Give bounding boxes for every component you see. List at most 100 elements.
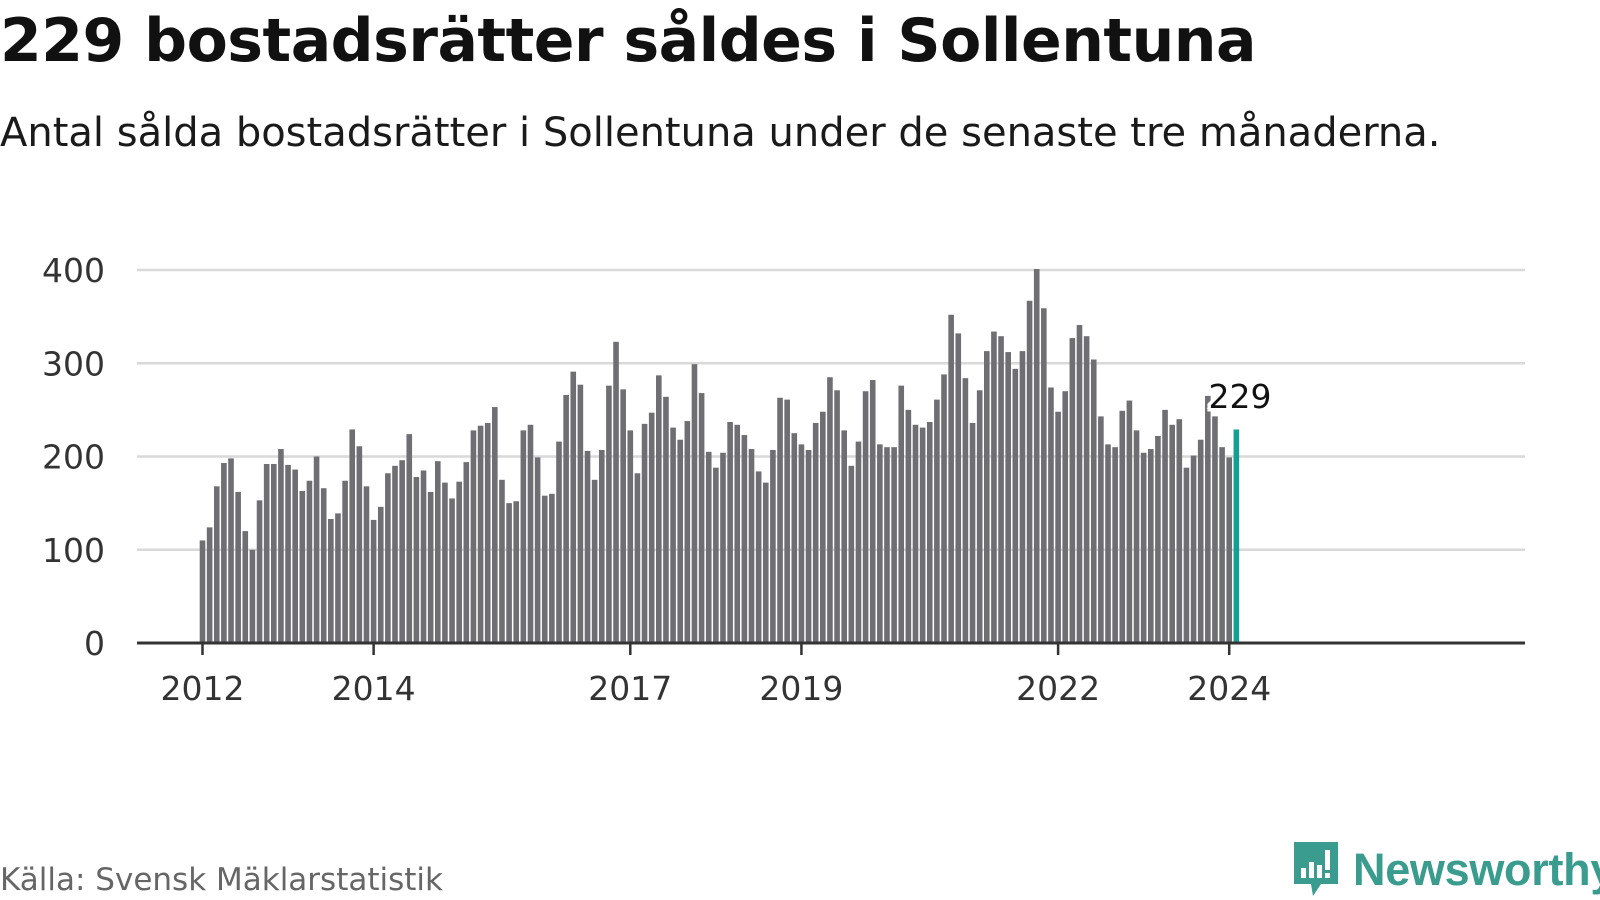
bar (271, 463, 277, 643)
bar (684, 421, 691, 643)
bar (663, 396, 669, 643)
bar (898, 385, 905, 643)
bar (805, 449, 812, 643)
bar (363, 486, 370, 643)
bar (948, 314, 954, 643)
bar (1026, 300, 1033, 643)
bar (1126, 400, 1133, 643)
bar (584, 450, 591, 643)
bar (1205, 395, 1211, 643)
bar (1112, 447, 1118, 643)
bar-chart: 0 100 200 300 400 2012 2014 2017 2019 2022 2024 2… (42, 251, 1525, 708)
x-tick-label: 2024 (1187, 669, 1271, 708)
bar (670, 427, 676, 643)
bar (356, 446, 363, 643)
bar (313, 456, 320, 643)
bar (891, 447, 897, 643)
bar (413, 477, 420, 643)
bar (221, 463, 227, 643)
bar (1176, 419, 1183, 643)
brand-logo[interactable]: Newsworthy (1291, 840, 1600, 900)
bar (1219, 447, 1225, 643)
bar (449, 498, 455, 643)
bar (349, 429, 356, 643)
bar (741, 435, 748, 643)
bar (691, 364, 698, 643)
bar (470, 430, 477, 643)
bar (777, 397, 783, 643)
brand-name: Newsworthy (1353, 844, 1600, 895)
bar (249, 549, 256, 643)
bar (926, 421, 933, 643)
bar (1019, 351, 1026, 643)
bar-series (199, 269, 1240, 643)
bar (199, 540, 206, 643)
bar (506, 503, 512, 643)
bar (399, 460, 405, 643)
y-tick-label: 100 (42, 531, 105, 570)
bar (1069, 338, 1076, 643)
bar (320, 488, 327, 643)
bar (727, 421, 733, 643)
bar (549, 493, 555, 643)
bar (1140, 452, 1147, 643)
bar (784, 399, 790, 643)
bar (606, 385, 612, 643)
bar (1048, 387, 1054, 643)
bar (1083, 336, 1090, 643)
bar (342, 480, 348, 643)
bar (677, 439, 684, 643)
bar (541, 495, 548, 643)
bar (641, 423, 648, 643)
bar (598, 449, 605, 643)
bar (434, 461, 441, 643)
bar (285, 464, 291, 643)
bar (634, 473, 641, 643)
bar (534, 457, 541, 643)
bar (1005, 352, 1011, 643)
bar (1197, 439, 1204, 643)
bar (934, 399, 940, 643)
bar (762, 482, 769, 643)
bar (556, 441, 562, 643)
bar (477, 425, 484, 643)
bar (798, 444, 805, 643)
bar (392, 465, 398, 643)
bar (463, 462, 470, 643)
bar (791, 433, 798, 643)
bar (648, 412, 655, 643)
bar (377, 506, 384, 643)
bar (442, 482, 448, 643)
chart-subtitle: Antal sålda bostadsrätter i Sollentuna u… (0, 110, 1441, 156)
bar (499, 479, 505, 643)
bar (998, 336, 1004, 643)
bar (827, 377, 833, 643)
bar (812, 422, 819, 643)
bar (492, 407, 498, 643)
bar (627, 430, 634, 643)
bar (591, 479, 598, 643)
x-axis: 2012 2014 2017 2019 2022 2024 (137, 641, 1525, 708)
bar (1133, 430, 1140, 643)
bar (328, 518, 334, 643)
bar (1062, 391, 1069, 643)
bar (1162, 409, 1168, 643)
bar (370, 519, 377, 643)
bar (292, 469, 298, 643)
bar (1090, 359, 1097, 643)
bar (385, 473, 391, 643)
bar (1183, 467, 1190, 643)
bar (748, 449, 755, 643)
bar (228, 458, 234, 643)
bar (1226, 457, 1233, 643)
bar (912, 424, 919, 643)
bar (613, 341, 619, 643)
bar (299, 491, 306, 643)
bar (1169, 424, 1175, 643)
bar (1105, 444, 1111, 643)
bar (877, 444, 883, 643)
bar (1076, 325, 1083, 643)
bar (256, 500, 263, 643)
bar (306, 480, 313, 643)
bar (991, 331, 997, 643)
